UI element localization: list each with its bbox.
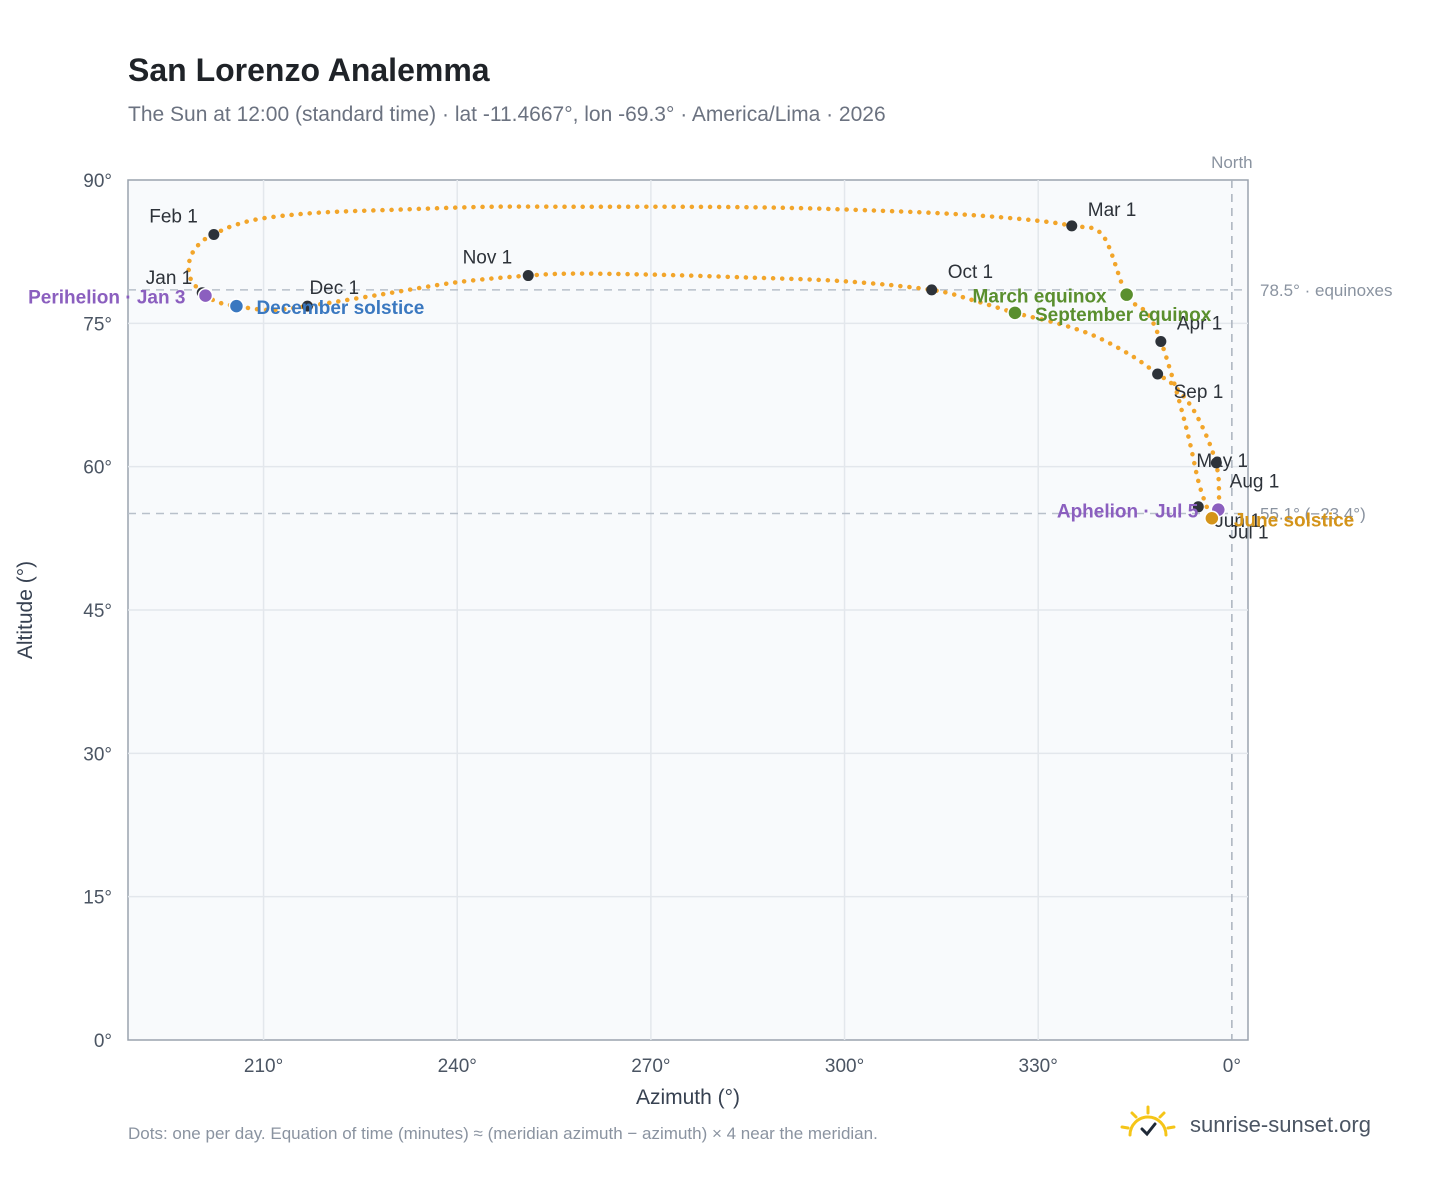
- event-label: March equinox: [973, 287, 1108, 308]
- brand-text: sunrise-sunset.org: [1190, 1112, 1371, 1137]
- month-label: Dec 1: [309, 278, 359, 299]
- event-marker: [1007, 305, 1023, 321]
- month-label: Oct 1: [948, 262, 993, 283]
- x-tick-label: 240°: [438, 1056, 477, 1077]
- month-marker: [208, 228, 220, 240]
- y-tick-label: 0°: [94, 1031, 112, 1052]
- event-label: December solstice: [256, 298, 424, 319]
- month-label: Mar 1: [1088, 200, 1137, 221]
- reference-line-label: 55.1° (−23.4°): [1260, 504, 1366, 523]
- event-label: Perihelion · Jan 3: [28, 288, 185, 309]
- month-marker: [1210, 457, 1222, 469]
- month-marker: [926, 284, 938, 296]
- y-tick-label: 75°: [83, 314, 112, 335]
- month-marker: [1152, 368, 1164, 380]
- reference-line-label: 78.5° · equinoxes: [1260, 281, 1393, 300]
- y-tick-label: 45°: [83, 601, 112, 622]
- event-marker: [1118, 286, 1135, 303]
- sun-logo-icon: [1120, 1105, 1176, 1137]
- y-tick-label: 60°: [83, 458, 112, 479]
- event-marker: [228, 298, 245, 314]
- event-label: June solstice: [1234, 510, 1354, 531]
- x-tick-label: 0°: [1223, 1056, 1241, 1077]
- y-tick-label: 30°: [83, 744, 112, 765]
- x-tick-label: 210°: [244, 1056, 283, 1077]
- north-label: North: [1211, 153, 1253, 172]
- event-markers: Perihelion · Jan 3 December solstice March…: [28, 287, 1354, 532]
- month-label: Apr 1: [1177, 313, 1222, 334]
- month-marker: [522, 270, 534, 282]
- month-marker: [1192, 501, 1204, 513]
- event-label: Aphelion · Jul 5: [1057, 502, 1199, 523]
- month-label: Feb 1: [149, 206, 198, 227]
- event-marker: [197, 287, 214, 304]
- chart-title: San Lorenzo Analemma: [128, 52, 490, 88]
- footnote: Dots: one per day. Equation of time (min…: [128, 1124, 878, 1143]
- month-label: Jun 1: [1214, 511, 1260, 532]
- grid: [128, 180, 1248, 1040]
- month-label: May 1: [1196, 451, 1248, 472]
- month-marker: [1155, 335, 1167, 347]
- x-tick-label: 270°: [631, 1056, 670, 1077]
- analemma-daily-dots: [186, 204, 1222, 521]
- month-label: Sep 1: [1174, 382, 1224, 403]
- month-label: Nov 1: [463, 248, 513, 269]
- analemma-curve: [186, 204, 1222, 521]
- y-axis-label: Altitude (°): [14, 561, 37, 659]
- month-marker: [1066, 220, 1078, 232]
- y-tick-label: 15°: [83, 888, 112, 909]
- month-label: Jul 1: [1228, 522, 1268, 543]
- month-marker: [301, 300, 313, 312]
- month-label: Aug 1: [1230, 472, 1280, 493]
- month-label: Jan 1: [146, 268, 192, 289]
- reference-lines: North 78.5° · equinoxes 55.1° (−23.4°): [128, 153, 1393, 1040]
- axes: 210° 240° 270° 300° 330° 0° 0° 15° 30° 45° 60° 75° 9…: [83, 171, 1241, 1077]
- x-tick-label: 330°: [1019, 1056, 1058, 1077]
- event-label: September equinox: [1035, 305, 1212, 326]
- brand[interactable]: sunrise-sunset.org: [1120, 1100, 1371, 1150]
- event-marker: [1204, 510, 1220, 527]
- chart-subtitle: The Sun at 12:00 (standard time) · lat -…: [128, 103, 886, 126]
- x-tick-label: 300°: [825, 1056, 864, 1077]
- x-axis-label: Azimuth (°): [636, 1086, 740, 1109]
- y-tick-label: 90°: [83, 171, 112, 192]
